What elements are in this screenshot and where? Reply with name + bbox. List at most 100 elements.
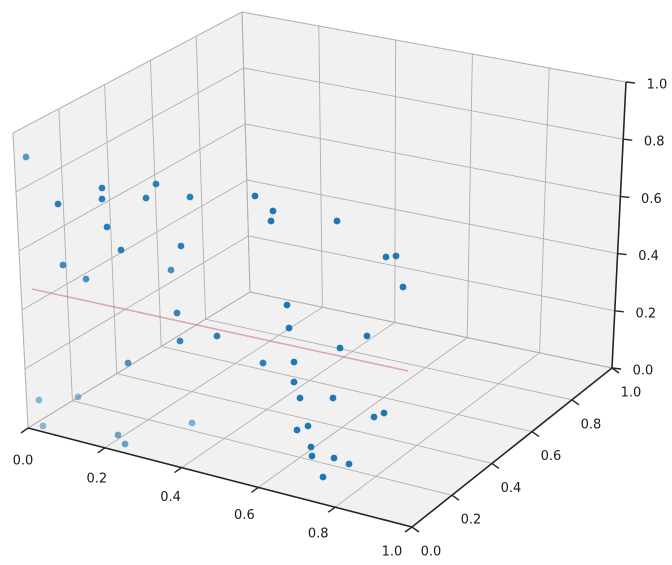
z-tick-mark	[623, 138, 633, 141]
x-tick-label: 0.8	[308, 526, 329, 541]
y-tick-mark	[531, 431, 540, 438]
grid-line	[21, 179, 248, 311]
scatter-point	[98, 184, 106, 192]
grid-line	[248, 235, 615, 312]
scatter-point	[296, 394, 304, 402]
grid-line	[27, 291, 251, 429]
panes-group	[12, 11, 627, 528]
y-tick-mark	[491, 462, 500, 469]
scatter-point	[167, 266, 175, 274]
grid-line	[205, 318, 573, 401]
scatter-point	[308, 452, 316, 460]
scatter-point	[290, 378, 298, 386]
scatter-point	[186, 193, 194, 201]
scatter-point	[74, 393, 82, 401]
grid-line	[245, 123, 621, 197]
scatter-point	[382, 253, 390, 261]
scatter-point	[35, 396, 43, 404]
grid-line	[246, 179, 618, 255]
x-tick-mark	[174, 467, 183, 474]
scatter-point	[399, 283, 407, 291]
scatter-point	[142, 194, 150, 202]
grid-line	[104, 306, 323, 449]
scatter-point	[345, 460, 353, 468]
x-tick-label: 0.6	[234, 508, 255, 523]
scatter-point	[22, 153, 30, 161]
scatter-point	[213, 332, 221, 340]
z-tick-label: 1.0	[647, 78, 668, 93]
x-tick-mark	[250, 486, 259, 493]
grid-line	[258, 337, 468, 488]
x-axis-spine	[27, 427, 413, 528]
grid-line	[18, 123, 246, 252]
scatter-point	[177, 242, 185, 250]
scatter-point	[59, 261, 67, 269]
x-tick-mark	[327, 506, 336, 513]
scatter-point	[333, 217, 341, 225]
trend-line	[31, 288, 409, 372]
y-tick-label: 0.8	[581, 417, 602, 432]
scatter-point	[330, 454, 338, 462]
z-tick-label: 0.8	[644, 135, 665, 150]
grid-line	[318, 25, 323, 308]
z-tick-label: 0.4	[638, 249, 659, 264]
scatter-point	[152, 180, 160, 188]
grid-line	[12, 11, 243, 134]
y-tick-mark	[451, 494, 460, 501]
y-tick-label: 0.6	[541, 449, 562, 464]
y-tick-mark	[411, 526, 420, 533]
scatter-point	[188, 419, 196, 427]
scatter-point	[304, 422, 312, 430]
x-tick-mark	[404, 526, 413, 533]
y-tick-label: 0.0	[421, 545, 442, 560]
scatter-point	[392, 252, 400, 260]
scatter-point	[363, 332, 371, 340]
y-tick-label: 0.4	[501, 481, 522, 496]
grid-line	[104, 84, 118, 374]
scatter-point	[173, 309, 181, 317]
x-tick-mark	[20, 427, 29, 434]
scatter-point	[82, 275, 90, 283]
scatter-point	[114, 431, 122, 439]
axis-spines-group	[27, 81, 627, 528]
scatter-point	[54, 200, 62, 208]
grid-line	[249, 291, 613, 369]
trend-line-group	[31, 288, 409, 372]
grid-line	[334, 352, 540, 508]
tick-marks-group	[20, 81, 636, 533]
x-tick-label: 0.2	[86, 472, 107, 487]
y-axis-spine	[411, 367, 613, 528]
tick-labels-group: 0.0 0.2 0.4 0.6 0.8 1.0 0.0 0.2 0.4 0.6 0.8 1.0 0.0 0…	[13, 78, 668, 560]
z-tick-mark	[614, 310, 624, 313]
grid-line	[116, 373, 493, 464]
scatter-point	[117, 246, 125, 254]
scatter-point	[121, 440, 129, 448]
scatter-points-group	[22, 153, 407, 481]
scatter-point	[307, 443, 315, 451]
grid-line	[72, 400, 453, 496]
grid-line	[195, 36, 207, 320]
scatter-point	[283, 301, 291, 309]
grid-line	[241, 11, 251, 293]
z-tick-label: 0.2	[635, 306, 656, 321]
z-tick-mark	[620, 195, 630, 199]
grid-line	[58, 108, 73, 401]
scatter-point	[103, 223, 111, 231]
scatter-point	[176, 337, 184, 345]
grid-line	[243, 67, 624, 140]
scatter-point	[251, 192, 259, 200]
grid-line	[539, 67, 550, 353]
y-tick-mark	[571, 399, 580, 406]
z-tick-label: 0.0	[633, 364, 654, 379]
grid-line	[15, 67, 244, 193]
grid-line	[394, 39, 397, 323]
scatter-point	[329, 394, 337, 402]
scatter-point	[285, 324, 293, 332]
scatter-point	[319, 473, 327, 481]
z-tick-mark	[611, 367, 622, 370]
x-tick-label: 0.4	[160, 490, 181, 505]
y-tick-label: 1.0	[621, 386, 642, 401]
scatter-point	[259, 359, 267, 367]
